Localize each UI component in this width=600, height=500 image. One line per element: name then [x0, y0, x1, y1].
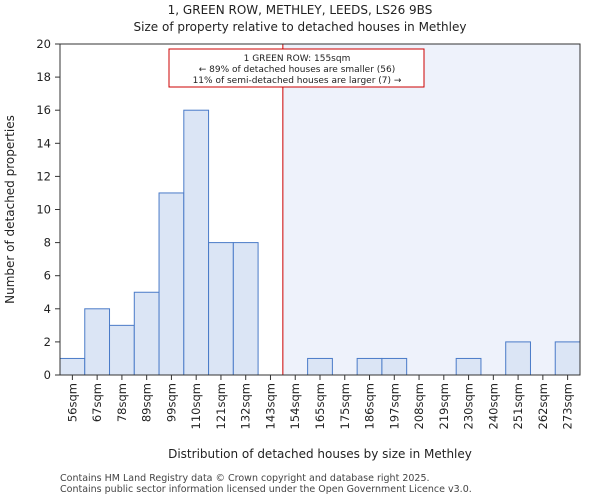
y-tick-label: 8 — [44, 236, 51, 250]
larger-than-property-region — [282, 44, 580, 375]
y-tick-label: 18 — [36, 70, 51, 84]
y-tick-label: 6 — [44, 269, 51, 283]
bar-197sqm — [381, 357, 408, 376]
x-tick-label: 273sqm — [561, 383, 575, 429]
y-tick-label: 2 — [44, 335, 51, 349]
bar-78sqm — [109, 324, 135, 376]
bar-56sqm — [59, 357, 86, 376]
annotation-box — [168, 48, 425, 88]
y-axis-label: Number of detached properties — [3, 115, 17, 304]
x-tick-label: 197sqm — [387, 383, 401, 429]
annotation-line-1: 1 GREEN ROW: 155sqm — [244, 54, 351, 64]
bar-186sqm — [356, 357, 383, 376]
x-tick-label: 132sqm — [239, 383, 253, 429]
bar-132sqm — [232, 242, 259, 376]
bar-67sqm — [84, 308, 111, 376]
bars-group — [59, 109, 581, 376]
bar-99sqm — [158, 192, 185, 376]
x-tick-label: 143sqm — [263, 383, 277, 429]
x-tick-label: 165sqm — [313, 383, 327, 429]
x-axis-label: Distribution of detached houses by size … — [168, 447, 472, 461]
annotation-line-3: 11% of semi-detached houses are larger (… — [193, 76, 402, 86]
x-tick-label: 251sqm — [511, 383, 525, 429]
bar-273sqm — [554, 341, 581, 376]
y-tick-label: 20 — [36, 37, 51, 51]
chart-title-address: 1, GREEN ROW, METHLEY, LEEDS, LS26 9BS — [167, 3, 433, 17]
x-tick-label: 240sqm — [486, 383, 500, 429]
y-tick-label: 0 — [44, 368, 51, 382]
footer-licence: Contains public sector information licen… — [60, 484, 472, 495]
y-tick-label: 12 — [36, 169, 51, 183]
x-axis-ticks: 56sqm 67sqm 78sqm 89sqm 99sqm 110sqm 121sqm 132… — [65, 375, 575, 429]
x-tick-label: 99sqm — [164, 383, 178, 422]
chart-title: Size of property relative to detached ho… — [133, 20, 467, 34]
x-tick-label: 89sqm — [140, 383, 154, 422]
bar-110sqm — [183, 109, 210, 376]
x-tick-label: 121sqm — [214, 383, 228, 429]
property-annotation: 1 GREEN ROW: 155sqm ← 89% of detached ho… — [168, 48, 425, 88]
y-tick-label: 16 — [36, 103, 51, 117]
bar-230sqm — [455, 357, 482, 376]
x-tick-label: 230sqm — [462, 383, 476, 429]
x-tick-label: 78sqm — [115, 383, 129, 422]
annotation-line-2: ← 89% of detached houses are smaller (56… — [199, 65, 396, 75]
y-tick-label: 10 — [36, 203, 51, 217]
bar-121sqm — [208, 242, 234, 376]
x-tick-label: 67sqm — [90, 383, 104, 422]
x-tick-label: 175sqm — [338, 383, 352, 429]
x-tick-label: 56sqm — [65, 383, 79, 422]
bar-89sqm — [133, 291, 160, 376]
x-tick-label: 262sqm — [536, 383, 550, 429]
x-tick-label: 219sqm — [437, 383, 451, 429]
plot-frame — [59, 43, 581, 376]
y-tick-label: 4 — [44, 302, 51, 316]
bar-251sqm — [505, 341, 531, 376]
y-axis-ticks: 0 2 4 6 8 10 12 14 16 18 20 — [36, 37, 60, 382]
x-tick-label: 186sqm — [363, 383, 377, 429]
y-tick-label: 14 — [36, 136, 51, 150]
x-tick-label: 154sqm — [288, 383, 302, 429]
x-tick-label: 110sqm — [189, 383, 203, 429]
x-tick-label: 208sqm — [412, 383, 426, 429]
bar-165sqm — [307, 357, 333, 376]
footer-copyright: Contains HM Land Registry data © Crown c… — [60, 473, 430, 484]
